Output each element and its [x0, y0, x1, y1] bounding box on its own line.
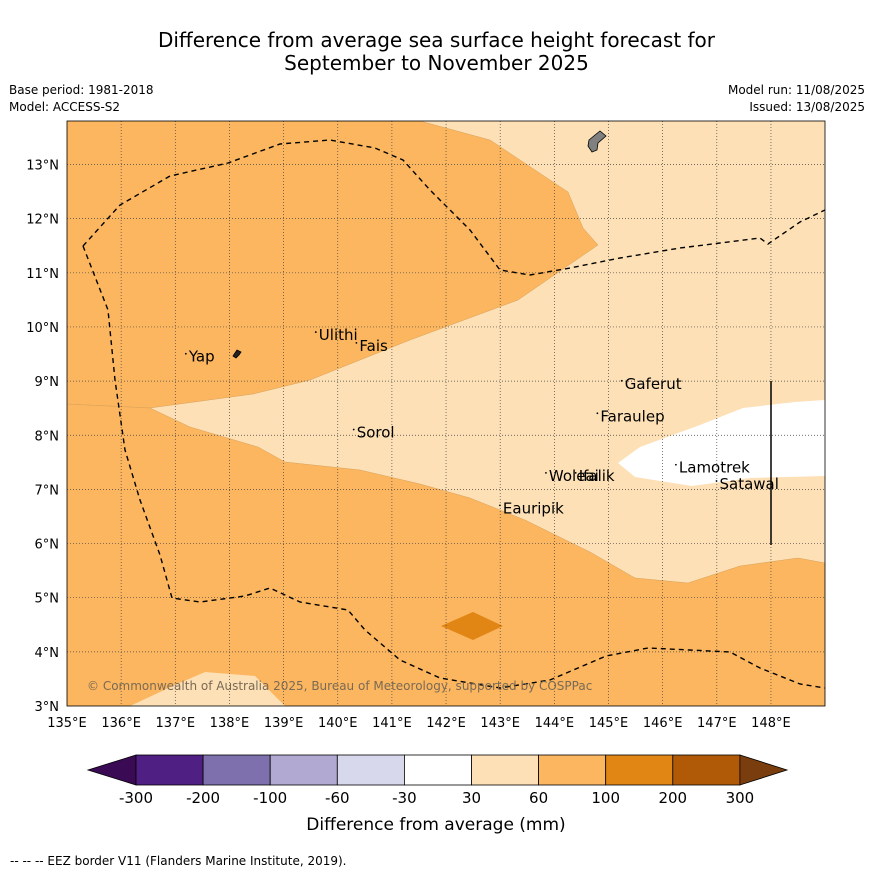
colorbar-tick-label: -60: [325, 789, 350, 807]
colorbar-extend-high: [739, 754, 789, 786]
place-label: Fais: [359, 337, 388, 355]
map-gridlines: [67, 121, 825, 706]
colorbar-tick-label: -300: [119, 789, 153, 807]
eez-border-lines: [82, 139, 825, 689]
guam-island-shape: [587, 130, 607, 153]
lon-tick-label: 148°E: [751, 716, 791, 731]
colorbar-bin: [403, 754, 472, 786]
lat-tick-label: 11°N: [26, 267, 59, 282]
lon-tick-label: 135°E: [47, 716, 87, 731]
lon-tick-label: 139°E: [264, 716, 304, 731]
longitude-tick-labels: 135°E 136°E 137°E 138°E 139°E 140°E 141°E 142°E…: [47, 716, 790, 731]
lat-tick-label: 4°N: [35, 646, 60, 661]
place-label: Eauripik: [503, 499, 564, 517]
eez-border-north: [82, 139, 825, 276]
place-marker: [620, 379, 623, 382]
lon-tick-label: 146°E: [643, 716, 683, 731]
issued-date: Issued: 13/08/2025: [749, 100, 865, 114]
place-label: Ulithi: [319, 326, 358, 344]
lat-tick-label: 6°N: [35, 538, 60, 553]
lat-tick-label: 3°N: [35, 700, 60, 715]
place-label: Woleai: [549, 467, 599, 485]
place-label: Yap: [188, 348, 215, 366]
colorbar-tick-label: 100: [591, 789, 620, 807]
place-label: Gaferut: [625, 375, 682, 393]
region-100-200: [441, 612, 503, 640]
place-label: Lamotrek: [679, 459, 750, 477]
colorbar-bin: [605, 754, 674, 786]
place-marker: [674, 463, 677, 466]
lon-tick-label: 136°E: [101, 716, 141, 731]
lat-tick-label: 8°N: [35, 429, 60, 444]
yap-island-shape: [232, 349, 242, 359]
model-name: Model: ACCESS-S2: [9, 100, 121, 114]
eez-border-south: [82, 245, 825, 689]
lon-tick-label: 137°E: [156, 716, 196, 731]
colorbar-tick-label: -30: [392, 789, 417, 807]
colorbar-bin: [269, 754, 338, 786]
colorbar-bin: [135, 754, 204, 786]
place-marker: [355, 342, 358, 344]
colorbar-tick-label: 200: [658, 789, 687, 807]
lon-tick-label: 144°E: [535, 716, 575, 731]
lat-tick-label: 9°N: [35, 375, 60, 390]
lat-tick-label: 12°N: [26, 213, 59, 228]
lon-tick-label: 143°E: [480, 716, 520, 731]
colorbar-tick-label: 60: [529, 789, 548, 807]
map-title-line2: September to November 2025: [284, 51, 589, 75]
place-marker: [184, 352, 187, 355]
legend-label: Difference from average (mm): [306, 815, 565, 835]
colorbar-extend-low: [86, 754, 137, 786]
place-marker: [314, 331, 317, 333]
colorbar-bin: [336, 754, 405, 786]
colorbar-tick-label: 300: [726, 789, 755, 807]
place-label: Sorol: [357, 424, 395, 442]
place-marker: [545, 471, 547, 474]
place-label: Ifalik: [579, 467, 615, 485]
lat-tick-label: 5°N: [35, 592, 60, 607]
lat-tick-label: 13°N: [26, 159, 59, 174]
lon-tick-label: 138°E: [210, 716, 250, 731]
eez-footnote: -- -- -- EEZ border V11 (Flanders Marine…: [10, 854, 347, 868]
colorbar-tick-label: -200: [186, 789, 220, 807]
place-marker: [499, 504, 501, 507]
lat-tick-label: 10°N: [26, 321, 59, 336]
colorbar-bin: [202, 754, 271, 786]
region-near-average: [618, 400, 825, 486]
colorbar-bin: [538, 754, 607, 786]
lon-tick-label: 145°E: [589, 716, 629, 731]
region-30-60-south-patch: [130, 672, 285, 706]
model-run-date: Model run: 11/08/2025: [727, 83, 865, 97]
latitude-tick-labels: 3°N 4°N 5°N 6°N 7°N 8°N 9°N 10°N 11°N 12°N 13°N: [26, 159, 59, 716]
lat-tick-label: 7°N: [35, 483, 60, 498]
colorbar-tick-label: 30: [462, 789, 481, 807]
lon-tick-label: 142°E: [426, 716, 466, 731]
region-60-100-south: [67, 403, 825, 706]
place-label: Faraulep: [600, 407, 664, 425]
legend-colorbar: [86, 754, 789, 786]
lon-tick-label: 140°E: [318, 716, 358, 731]
colorbar-tick-label: -100: [253, 789, 287, 807]
lon-tick-label: 141°E: [372, 716, 412, 731]
place-marker: [715, 480, 718, 482]
copyright-notice: © Commonwealth of Australia 2025, Bureau…: [87, 679, 592, 693]
place-marker: [574, 471, 577, 474]
base-period: Base period: 1981-2018: [9, 83, 154, 97]
colorbar-bin: [672, 754, 741, 786]
map-title-line1: Difference from average sea surface heig…: [157, 28, 716, 52]
place-marker: [596, 412, 599, 415]
place-label: Satawal: [720, 475, 779, 493]
legend-tick-labels: -300 -200 -100 -60 -30 30 60 100 200 300: [119, 789, 754, 807]
colorbar-bin: [471, 754, 539, 786]
map-frame: [66, 120, 826, 707]
lon-tick-label: 147°E: [697, 716, 737, 731]
place-marker: [352, 428, 355, 431]
